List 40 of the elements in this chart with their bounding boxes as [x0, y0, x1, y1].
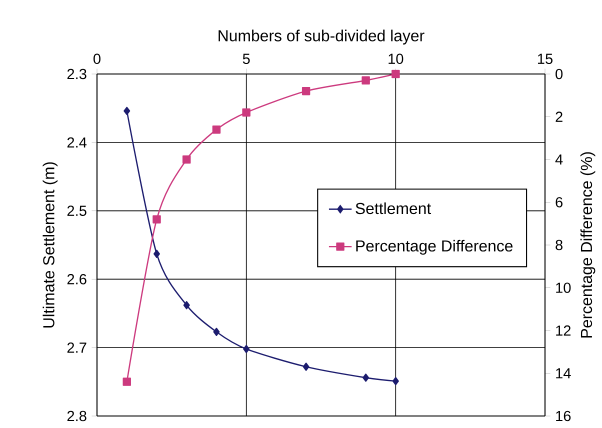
y2-tick-label: 6: [556, 197, 562, 208]
y2-tick-label: 12: [556, 325, 571, 336]
y2-axis-title: Percentage Difference (%): [580, 152, 596, 338]
point: [212, 125, 221, 134]
y2-tick-label: 14: [556, 368, 571, 378]
point: [392, 377, 399, 386]
x-tick-label: 15: [538, 54, 553, 64]
point: [362, 76, 370, 85]
point: [182, 155, 191, 164]
point: [392, 70, 400, 78]
y-axis-title: Ultimate Settlement (m): [42, 162, 58, 328]
legend-label: Settlement: [356, 202, 432, 214]
point: [183, 301, 190, 310]
x-tick-label: 5: [242, 54, 250, 64]
x-axis-title: Numbers of sub-divided layer: [218, 30, 424, 45]
legend-label: Percentage Difference: [356, 240, 513, 255]
y-tick-label: 2.3: [67, 68, 86, 80]
point: [152, 215, 161, 224]
point: [362, 374, 370, 382]
x-tick-label: 10: [388, 54, 404, 64]
point: [122, 378, 131, 386]
x-tick-label: 0: [94, 54, 100, 64]
y2-tick-label: 2: [556, 112, 562, 122]
y2-tick-label: 16: [556, 410, 571, 422]
point: [302, 362, 310, 371]
y2-tick-label: 0: [556, 68, 563, 80]
y2-tick-label: 4: [555, 154, 563, 165]
y2-tick-label: 10: [556, 282, 571, 293]
point: [302, 86, 310, 96]
point: [243, 344, 250, 354]
y-tick-label: 2.6: [67, 274, 86, 284]
point: [124, 106, 130, 116]
point: [242, 108, 250, 117]
y2-tick-label: 8: [556, 240, 562, 250]
y-tick-label: 2.7: [67, 342, 86, 353]
point: [153, 250, 160, 258]
y-tick-label: 2.4: [67, 137, 87, 148]
y-tick-label: 2.5: [67, 206, 86, 216]
point: [213, 328, 220, 336]
y-tick-label: 2.8: [67, 410, 86, 422]
